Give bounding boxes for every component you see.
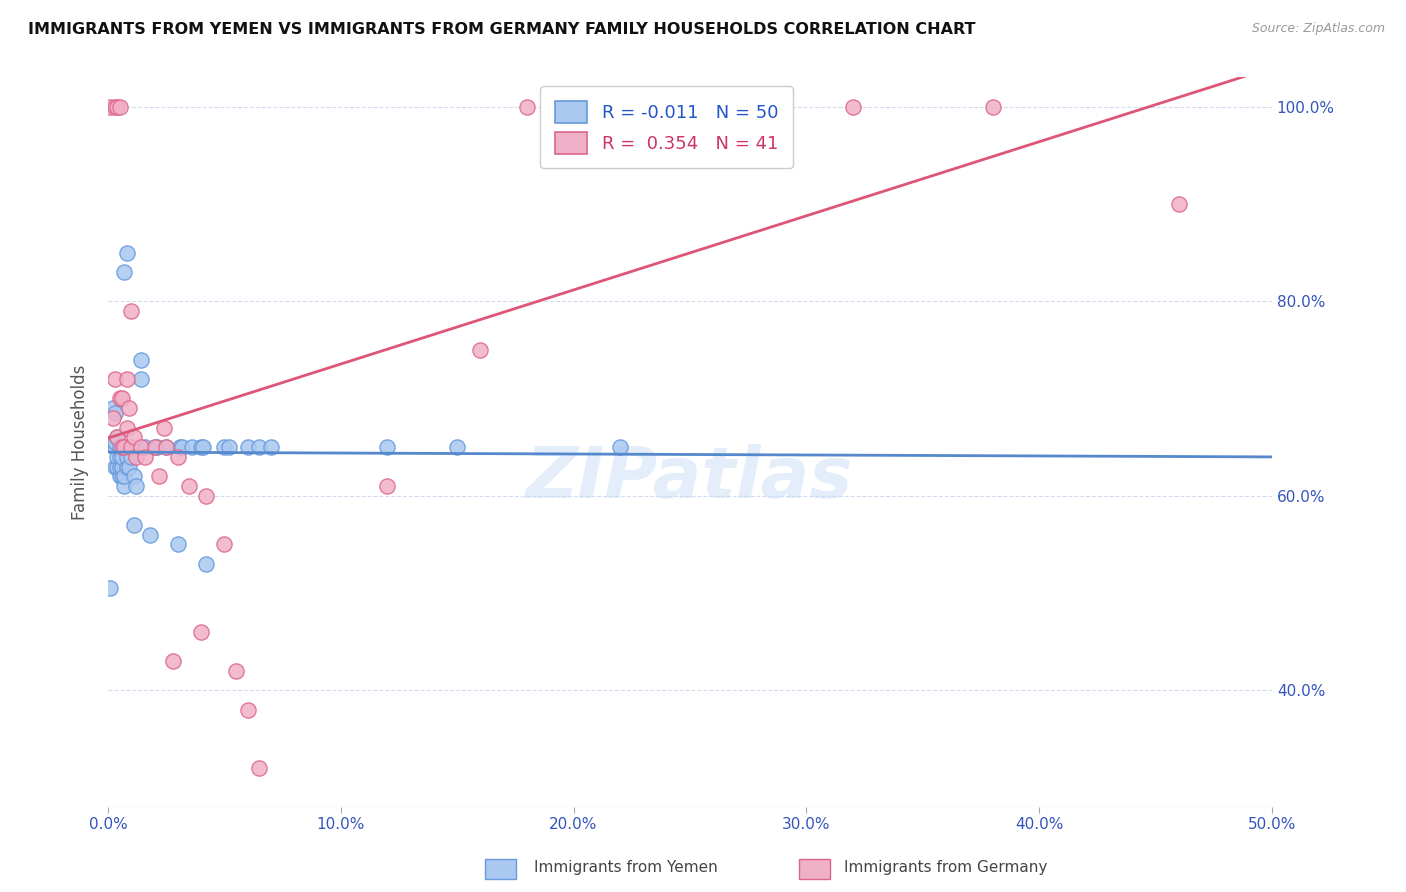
Point bbox=[129, 372, 152, 386]
Point bbox=[115, 459, 138, 474]
Point bbox=[129, 352, 152, 367]
Point bbox=[609, 440, 631, 454]
Point bbox=[516, 100, 538, 114]
Point bbox=[111, 440, 134, 454]
Point bbox=[166, 450, 188, 464]
Point bbox=[115, 245, 138, 260]
Point bbox=[111, 469, 134, 483]
Point bbox=[98, 100, 121, 114]
Point bbox=[108, 100, 131, 114]
Point bbox=[155, 440, 177, 454]
Point bbox=[134, 450, 156, 464]
Point bbox=[104, 440, 127, 454]
Point bbox=[104, 406, 127, 420]
Point bbox=[105, 100, 128, 114]
Point bbox=[98, 581, 121, 595]
Point bbox=[609, 100, 631, 114]
Point bbox=[162, 654, 184, 668]
Point bbox=[118, 401, 141, 416]
Point bbox=[115, 450, 138, 464]
Point bbox=[247, 440, 270, 454]
Point bbox=[115, 372, 138, 386]
Point bbox=[214, 537, 236, 551]
Point bbox=[260, 440, 283, 454]
Y-axis label: Family Households: Family Households bbox=[72, 365, 89, 520]
Point bbox=[190, 440, 212, 454]
Point bbox=[122, 430, 145, 444]
Point bbox=[104, 435, 127, 450]
Point bbox=[105, 450, 128, 464]
Point bbox=[169, 440, 191, 454]
Point bbox=[143, 440, 166, 454]
Point bbox=[139, 527, 162, 541]
Point bbox=[104, 459, 127, 474]
Point bbox=[115, 420, 138, 434]
Text: ZIPatlas: ZIPatlas bbox=[526, 444, 853, 513]
Point bbox=[179, 479, 201, 493]
Point bbox=[125, 450, 148, 464]
Point bbox=[112, 469, 135, 483]
Point bbox=[134, 440, 156, 454]
Point bbox=[112, 479, 135, 493]
Point bbox=[101, 401, 124, 416]
Point bbox=[143, 440, 166, 454]
Point bbox=[218, 440, 240, 454]
Point bbox=[1167, 197, 1189, 211]
Point bbox=[236, 703, 259, 717]
Point bbox=[375, 479, 398, 493]
Point bbox=[166, 537, 188, 551]
Point bbox=[105, 459, 128, 474]
Point bbox=[125, 479, 148, 493]
Point bbox=[748, 100, 770, 114]
Point bbox=[190, 624, 212, 639]
Point bbox=[108, 392, 131, 406]
Point bbox=[112, 440, 135, 454]
Point bbox=[111, 450, 134, 464]
Point bbox=[120, 304, 142, 318]
Point bbox=[120, 450, 142, 464]
Point bbox=[111, 392, 134, 406]
Point bbox=[122, 469, 145, 483]
Point bbox=[180, 440, 202, 454]
Point bbox=[112, 265, 135, 279]
Point bbox=[108, 450, 131, 464]
Point bbox=[153, 420, 176, 434]
Point bbox=[108, 459, 131, 474]
Point bbox=[842, 100, 865, 114]
Point bbox=[225, 664, 247, 678]
Point bbox=[146, 440, 169, 454]
Point bbox=[105, 430, 128, 444]
Text: IMMIGRANTS FROM YEMEN VS IMMIGRANTS FROM GERMANY FAMILY HOUSEHOLDS CORRELATION C: IMMIGRANTS FROM YEMEN VS IMMIGRANTS FROM… bbox=[28, 22, 976, 37]
Point bbox=[101, 435, 124, 450]
Point bbox=[118, 459, 141, 474]
Point bbox=[108, 440, 131, 454]
Text: Immigrants from Yemen: Immigrants from Yemen bbox=[534, 860, 718, 874]
Point bbox=[172, 440, 194, 454]
Point bbox=[101, 410, 124, 425]
Text: Immigrants from Germany: Immigrants from Germany bbox=[844, 860, 1047, 874]
Point bbox=[214, 440, 236, 454]
Point bbox=[194, 489, 217, 503]
Text: Source: ZipAtlas.com: Source: ZipAtlas.com bbox=[1251, 22, 1385, 36]
Point bbox=[155, 440, 177, 454]
Point bbox=[129, 440, 152, 454]
Point bbox=[104, 100, 127, 114]
Point bbox=[105, 430, 128, 444]
Point bbox=[981, 100, 1004, 114]
Point bbox=[470, 343, 492, 357]
Point bbox=[194, 557, 217, 571]
Point bbox=[148, 469, 170, 483]
Point bbox=[375, 440, 398, 454]
Legend: R = -0.011   N = 50, R =  0.354   N = 41: R = -0.011 N = 50, R = 0.354 N = 41 bbox=[540, 87, 793, 169]
Point bbox=[104, 372, 127, 386]
Point bbox=[108, 469, 131, 483]
Point bbox=[111, 459, 134, 474]
Point bbox=[247, 761, 270, 775]
Point bbox=[446, 440, 468, 454]
Point bbox=[122, 517, 145, 532]
Point bbox=[236, 440, 259, 454]
Point bbox=[120, 440, 142, 454]
Point bbox=[193, 440, 215, 454]
